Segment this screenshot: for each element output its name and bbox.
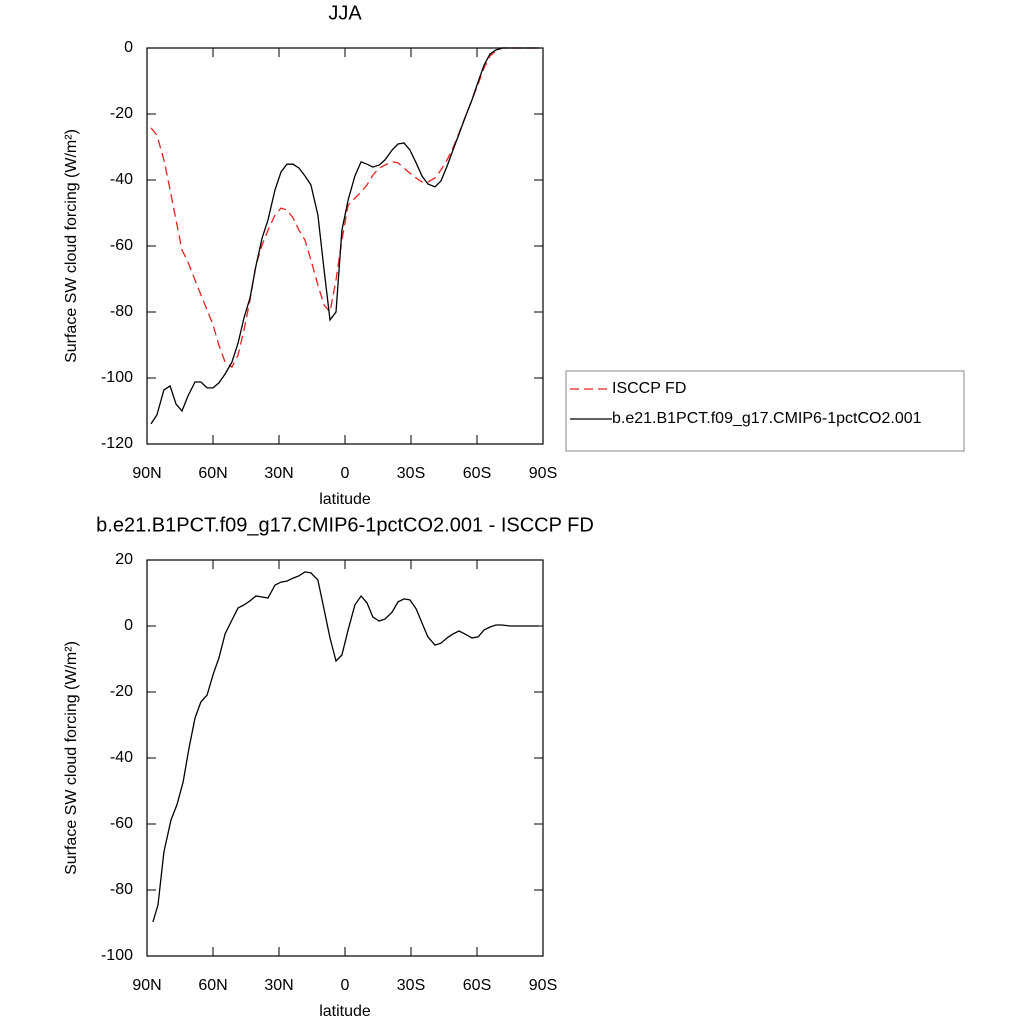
data-line	[152, 571, 539, 923]
plot-frame	[146, 559, 544, 957]
x-tick-label: 0	[341, 465, 350, 482]
legend: ISCCP FD b.e21.B1PCT.f09_g17.CMIP6-1pctCO…	[565, 370, 965, 452]
x-tick-label: 30N	[264, 977, 293, 994]
y-tick-label: -100	[101, 947, 133, 964]
legend-label: b.e21.B1PCT.f09_g17.CMIP6-1pctCO2.001	[612, 410, 922, 427]
data-line	[150, 47, 539, 369]
x-tick-label: 60S	[463, 465, 491, 482]
x-tick-label: 90N	[132, 465, 161, 482]
x-tick-label: 30S	[397, 465, 425, 482]
x-axis-title: latitude	[319, 1003, 371, 1020]
y-tick-label: -20	[110, 105, 133, 122]
plot-frame	[146, 47, 544, 445]
y-tick-label: -80	[110, 881, 133, 898]
x-tick-label: 90N	[132, 977, 161, 994]
y-axis-title: Surface SW cloud forcing (W/m²)	[63, 129, 80, 363]
y-tick-label: -40	[110, 749, 133, 766]
y-tick-label: -60	[110, 237, 133, 254]
x-tick-label: 90S	[529, 977, 557, 994]
y-tick-label: 0	[124, 39, 133, 56]
y-tick-label: -80	[110, 303, 133, 320]
y-tick-label: 0	[124, 617, 133, 634]
y-axis-title: Surface SW cloud forcing (W/m²)	[63, 641, 80, 875]
y-tick-label: -20	[110, 683, 133, 700]
chart-title: b.e21.B1PCT.f09_g17.CMIP6-1pctCO2.001 - …	[96, 514, 594, 536]
y-tick-label: -40	[110, 171, 133, 188]
legend-label: ISCCP FD	[612, 380, 686, 397]
x-tick-label: 60N	[198, 465, 227, 482]
x-axis-title: latitude	[319, 491, 371, 508]
legend-box	[565, 370, 965, 452]
x-tick-label: 30N	[264, 465, 293, 482]
chart-title: JJA	[328, 2, 362, 24]
y-tick-label: -60	[110, 815, 133, 832]
data-line	[150, 47, 539, 425]
x-tick-label: 0	[341, 977, 350, 994]
x-tick-label: 60S	[463, 977, 491, 994]
x-tick-label: 30S	[397, 977, 425, 994]
x-tick-label: 90S	[529, 465, 557, 482]
y-tick-label: -120	[101, 435, 133, 452]
y-tick-label: -100	[101, 369, 133, 386]
y-tick-label: 20	[115, 551, 133, 568]
x-tick-label: 60N	[198, 977, 227, 994]
